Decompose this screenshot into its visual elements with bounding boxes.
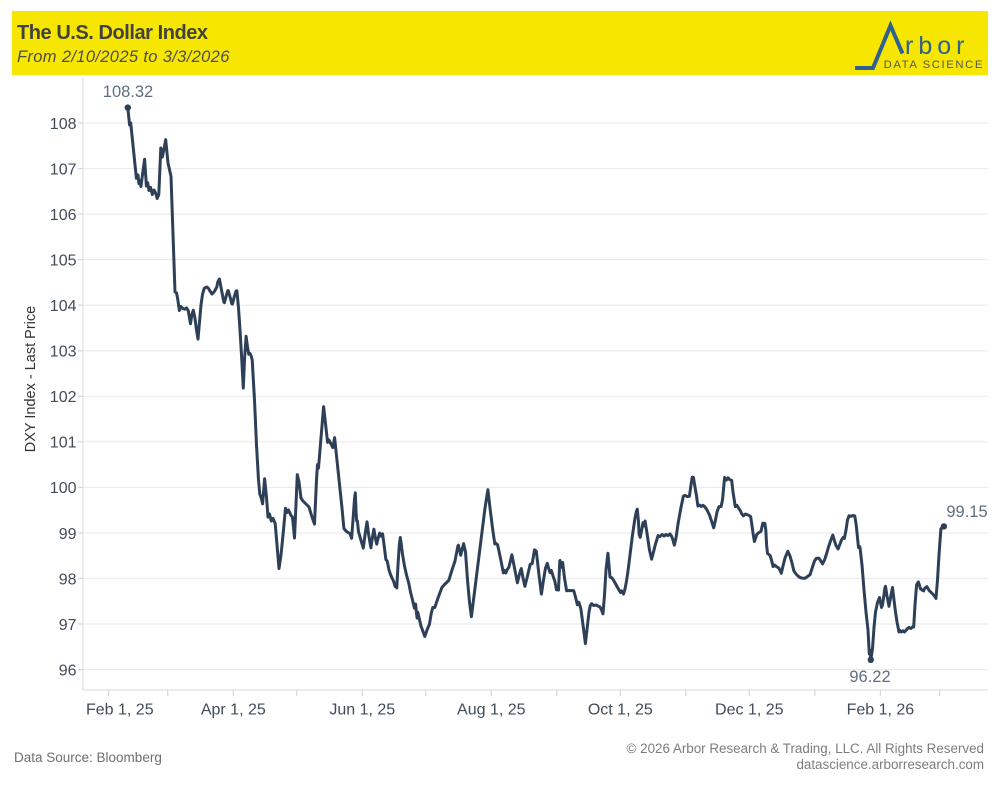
svg-text:98: 98 <box>59 571 77 588</box>
svg-text:105: 105 <box>50 252 77 269</box>
svg-text:101: 101 <box>50 435 77 452</box>
svg-text:102: 102 <box>50 389 77 406</box>
svg-text:96.22: 96.22 <box>849 668 890 686</box>
svg-text:rbor: rbor <box>905 32 969 60</box>
svg-text:106: 106 <box>50 207 77 224</box>
svg-text:104: 104 <box>50 298 77 315</box>
svg-text:Aug 1, 25: Aug 1, 25 <box>457 702 526 719</box>
svg-text:108: 108 <box>50 116 77 133</box>
svg-text:100: 100 <box>50 480 77 497</box>
svg-text:103: 103 <box>50 344 77 361</box>
svg-text:97: 97 <box>59 617 77 634</box>
svg-text:Apr 1, 25: Apr 1, 25 <box>201 702 266 719</box>
svg-text:Oct 1, 25: Oct 1, 25 <box>588 702 653 719</box>
svg-text:DATA SCIENCE: DATA SCIENCE <box>884 59 984 71</box>
svg-text:Jun 1, 25: Jun 1, 25 <box>329 702 395 719</box>
svg-text:96: 96 <box>59 662 77 679</box>
svg-text:107: 107 <box>50 161 77 178</box>
svg-text:99: 99 <box>59 526 77 543</box>
svg-text:Dec 1, 25: Dec 1, 25 <box>715 702 784 719</box>
svg-text:Feb 1, 26: Feb 1, 26 <box>847 702 915 719</box>
svg-text:99.15: 99.15 <box>946 503 987 521</box>
svg-text:108.32: 108.32 <box>103 83 153 101</box>
svg-text:Feb 1, 25: Feb 1, 25 <box>86 702 154 719</box>
